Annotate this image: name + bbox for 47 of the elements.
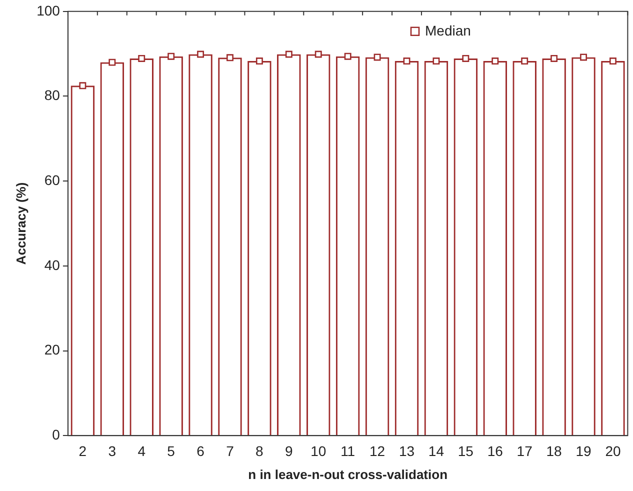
x-tick-label: 9 (285, 442, 294, 459)
x-tick-label: 20 (605, 442, 621, 459)
x-tick-label: 15 (458, 442, 474, 459)
legend-label: Median (425, 22, 471, 38)
point (344, 52, 352, 60)
x-tick-label: 2 (78, 442, 87, 459)
x-tick-label: 16 (487, 442, 504, 459)
x-axis-title: n in leave-n-out cross-validation (248, 466, 448, 482)
point (285, 50, 292, 58)
x-tick-label: 18 (546, 442, 562, 459)
y-tick-label: 0 (52, 426, 60, 442)
x-tick-label: 3 (108, 442, 116, 459)
point (580, 54, 587, 61)
x-tick-label: 5 (167, 442, 176, 459)
point (609, 58, 616, 65)
x-tick-label: 11 (340, 442, 356, 459)
x-tick-label: 6 (196, 442, 205, 459)
point (197, 50, 204, 58)
x-tick-label: 19 (576, 442, 592, 459)
point (432, 58, 440, 65)
x-tick-label: 13 (398, 442, 415, 459)
x-tick-label: 17 (516, 442, 533, 459)
point (79, 82, 86, 90)
y-axis-title: Accuracy (%) (13, 182, 28, 265)
x-tick-label: 4 (138, 442, 146, 459)
point (314, 50, 322, 58)
point (462, 55, 470, 62)
y-tick-label: 20 (44, 342, 60, 358)
point (168, 52, 175, 60)
point (108, 58, 116, 66)
point (138, 55, 146, 62)
x-tick-label: 10 (310, 442, 326, 459)
point (492, 58, 499, 65)
point (256, 58, 263, 65)
y-tick-label: 80 (44, 87, 60, 104)
x-tick-label: 14 (428, 442, 444, 459)
y-tick-label: 40 (44, 256, 60, 273)
point (403, 58, 410, 65)
x-tick-label: 8 (256, 442, 264, 459)
point (521, 58, 528, 65)
y-tick-label: 60 (44, 172, 60, 188)
point (226, 54, 234, 62)
x-tick-label: 12 (370, 442, 386, 459)
y-tick-label: 100 (36, 2, 60, 18)
point (550, 55, 558, 62)
point (374, 54, 381, 61)
x-tick-label: 7 (226, 442, 234, 459)
